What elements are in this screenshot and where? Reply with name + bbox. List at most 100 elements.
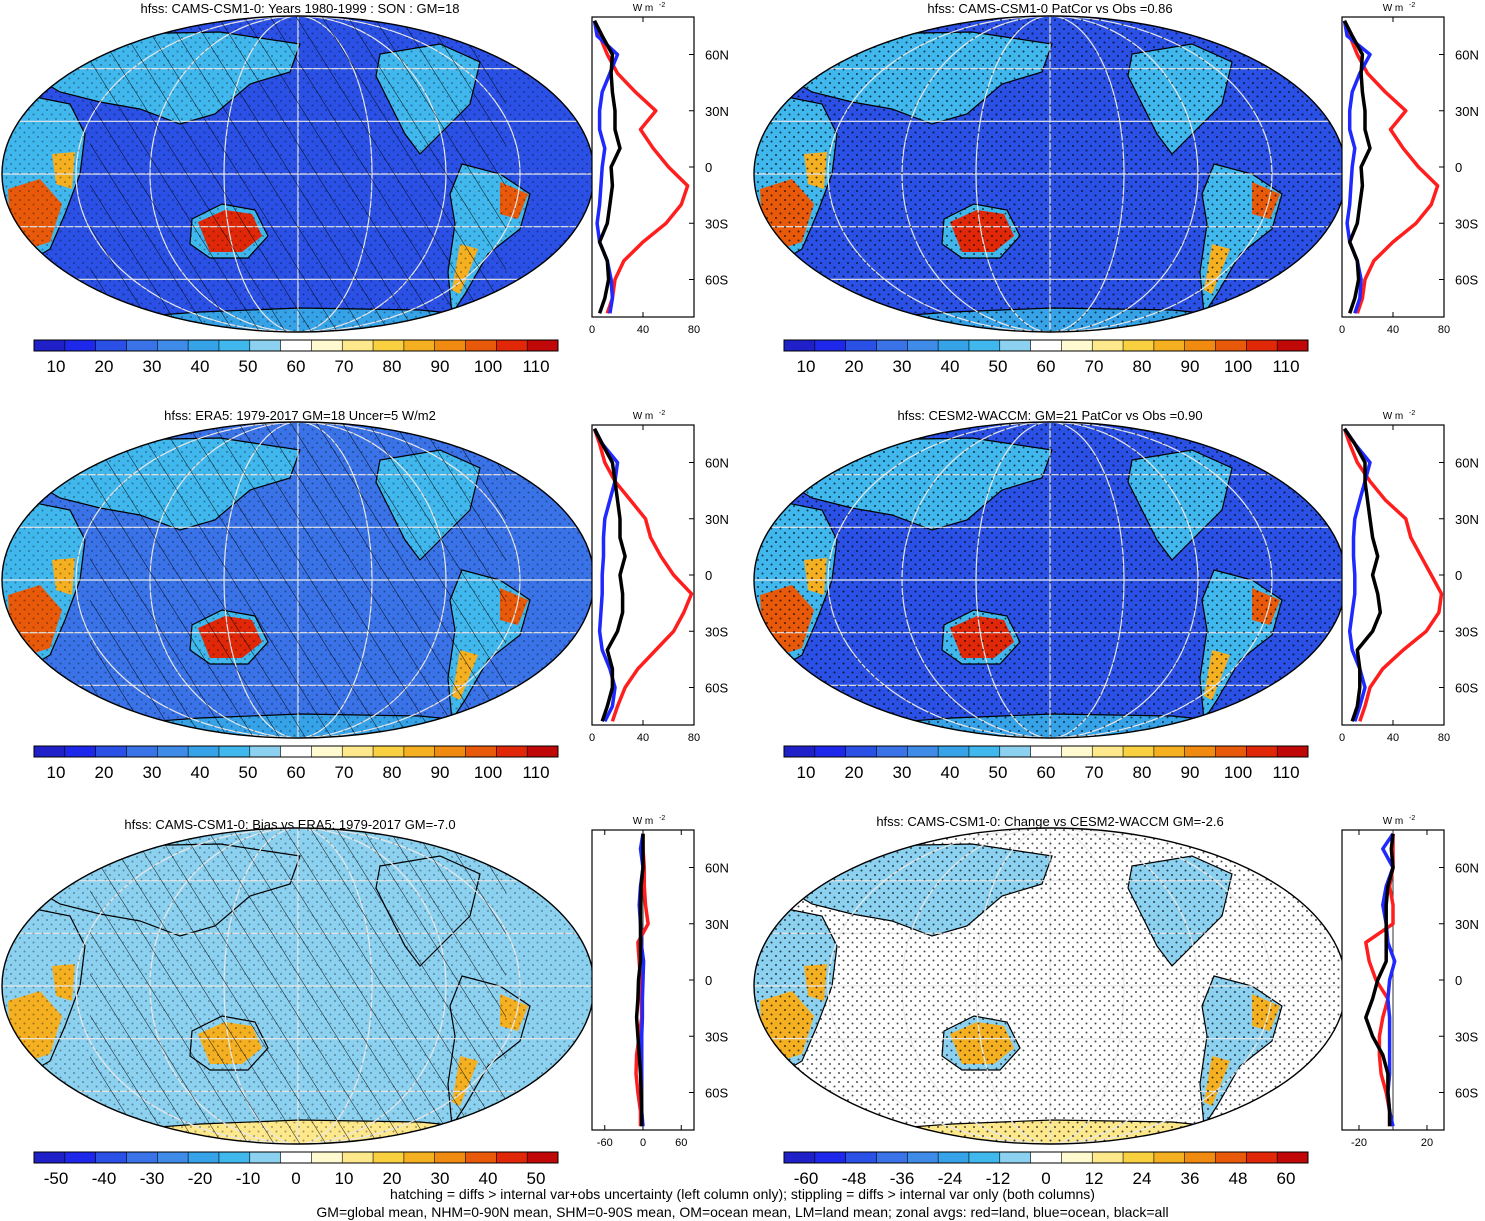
colorbar-box	[95, 340, 127, 351]
zonal-plot: W m -2 -60 0 60 60N 30N 0 30S 60S	[591, 815, 729, 1149]
zonal-units: W m	[1383, 816, 1404, 827]
colorbar-box	[157, 1152, 189, 1163]
colorbar-label: 50	[989, 357, 1008, 376]
colorbar-label: 12	[1085, 1169, 1104, 1188]
zonal-xtick-label: 80	[1438, 324, 1450, 336]
colorbar-label: -48	[842, 1169, 867, 1188]
colorbar-box	[249, 340, 281, 351]
colorbar-box	[999, 1152, 1031, 1163]
panel-title: hfss: CAMS-CSM1-0: Bias vs ERA5: 1979-20…	[124, 817, 455, 832]
zonal-ytick-label: 60S	[1455, 273, 1478, 288]
colorbar-label: 80	[383, 357, 402, 376]
zonal-line-all	[1342, 20, 1372, 314]
colorbar-box	[1153, 746, 1186, 757]
colorbar-box	[188, 1152, 220, 1163]
colorbar-box	[1153, 1152, 1186, 1163]
panel-title: hfss: CESM2-WACCM: GM=21 PatCor vs Obs =…	[897, 408, 1202, 423]
colorbar-box	[1246, 746, 1278, 757]
colorbar-box	[814, 340, 846, 351]
colorbar-label: 110	[522, 763, 549, 782]
colorbar-box	[1215, 340, 1247, 351]
colorbar-label: -50	[44, 1169, 69, 1188]
colorbar-box	[1184, 340, 1216, 351]
zonal-ytick-label: 60S	[1455, 1086, 1478, 1101]
colorbar-label: 70	[1085, 357, 1104, 376]
colorbar-box	[968, 340, 1001, 351]
zonal-frame	[591, 424, 695, 726]
colorbar-label: 90	[431, 763, 450, 782]
colorbar-box	[403, 1152, 436, 1163]
colorbar-box	[218, 340, 251, 351]
colorbar-box	[876, 340, 908, 351]
colorbar-label: 30	[431, 1169, 450, 1188]
colorbar-label: 50	[527, 1169, 546, 1188]
colorbar-label: 60	[1037, 357, 1056, 376]
zonal-units-exp: -2	[1409, 2, 1415, 9]
zonal-ytick-label: 30N	[1455, 512, 1479, 527]
zonal-ytick-label: 60N	[1455, 456, 1479, 471]
colorbar-label: 30	[143, 763, 162, 782]
zonal-xtick-label: 80	[1438, 732, 1450, 744]
colorbar-box	[876, 1152, 908, 1163]
colorbar-box	[1030, 1152, 1062, 1163]
colorbar-label: 10	[797, 763, 816, 782]
colorbar-label: 0	[1041, 1169, 1050, 1188]
colorbar-label: 100	[474, 763, 502, 782]
zonal-xtick-label: 60	[675, 1137, 687, 1149]
colorbar-label: 70	[335, 357, 354, 376]
panel-3: hfss: ERA5: 1979-2017 GM=18 Uncer=5 W/m2…	[1, 408, 729, 782]
map	[2, 422, 594, 738]
zonal-xtick-label: 20	[1421, 1137, 1433, 1149]
colorbar-box	[34, 746, 66, 757]
colorbar-box	[1215, 1152, 1247, 1163]
colorbar-box	[157, 340, 189, 351]
colorbar-label: 20	[845, 763, 864, 782]
zonal-ytick-label: 30N	[1455, 917, 1479, 932]
colorbar-box	[1184, 1152, 1216, 1163]
colorbar-label: 60	[287, 357, 306, 376]
zonal-plot: W m -2 0 40 80 60N 30N 0 30S 60S	[1339, 410, 1479, 744]
zonal-ytick-label: 30S	[1455, 1029, 1478, 1044]
colorbar-label: 100	[1224, 357, 1252, 376]
colorbar-box	[218, 746, 251, 757]
colorbar-label: 40	[941, 357, 960, 376]
colorbar-box	[280, 1152, 312, 1163]
footnote-hatching: hatching = diffs > internal var+obs unce…	[390, 1186, 1095, 1202]
colorbar-label: 80	[1133, 763, 1152, 782]
stippling	[2, 422, 594, 738]
colorbar-box	[1215, 746, 1247, 757]
colorbar-box	[280, 746, 312, 757]
colorbar-label: 60	[1037, 763, 1056, 782]
zonal-ytick-label: 0	[705, 160, 712, 175]
zonal-plot: W m -2 0 40 80 60N 30N 0 30S 60S	[589, 2, 729, 336]
colorbar-box	[342, 746, 374, 757]
zonal-xtick-label: 0	[589, 732, 595, 744]
colorbar-box	[311, 746, 343, 757]
zonal-units: W m	[1383, 3, 1404, 14]
colorbar-label: 40	[191, 763, 210, 782]
colorbar-box	[845, 746, 877, 757]
colorbar-label: 100	[1224, 763, 1252, 782]
colorbar-box	[527, 746, 559, 757]
colorbar-frame	[33, 745, 559, 758]
stippling	[2, 16, 594, 332]
colorbar-box	[999, 340, 1031, 351]
colorbar-box	[784, 1152, 816, 1163]
panel-6: hfss: CAMS-CSM1-0: Change vs CESM2-WACCM…	[753, 814, 1479, 1188]
colorbar-box	[434, 1152, 466, 1163]
colorbar-box	[1092, 1152, 1124, 1163]
colorbar-box	[342, 1152, 374, 1163]
zonal-xtick-label: 0	[1339, 324, 1345, 336]
colorbar-box	[188, 746, 220, 757]
zonal-units-exp: -2	[659, 815, 665, 822]
colorbar-label: 20	[383, 1169, 402, 1188]
colorbar-label: -30	[140, 1169, 165, 1188]
colorbar-box	[95, 746, 127, 757]
panel-title: hfss: CAMS-CSM1-0: Years 1980-1999 : SON…	[140, 1, 459, 16]
zonal-xtick-label: 40	[637, 732, 649, 744]
colorbar-label: 50	[239, 763, 258, 782]
colorbar-box	[1277, 746, 1309, 757]
zonal-ytick-label: 60S	[705, 273, 728, 288]
zonal-ytick-label: 60N	[705, 861, 729, 876]
colorbar-box	[938, 746, 970, 757]
